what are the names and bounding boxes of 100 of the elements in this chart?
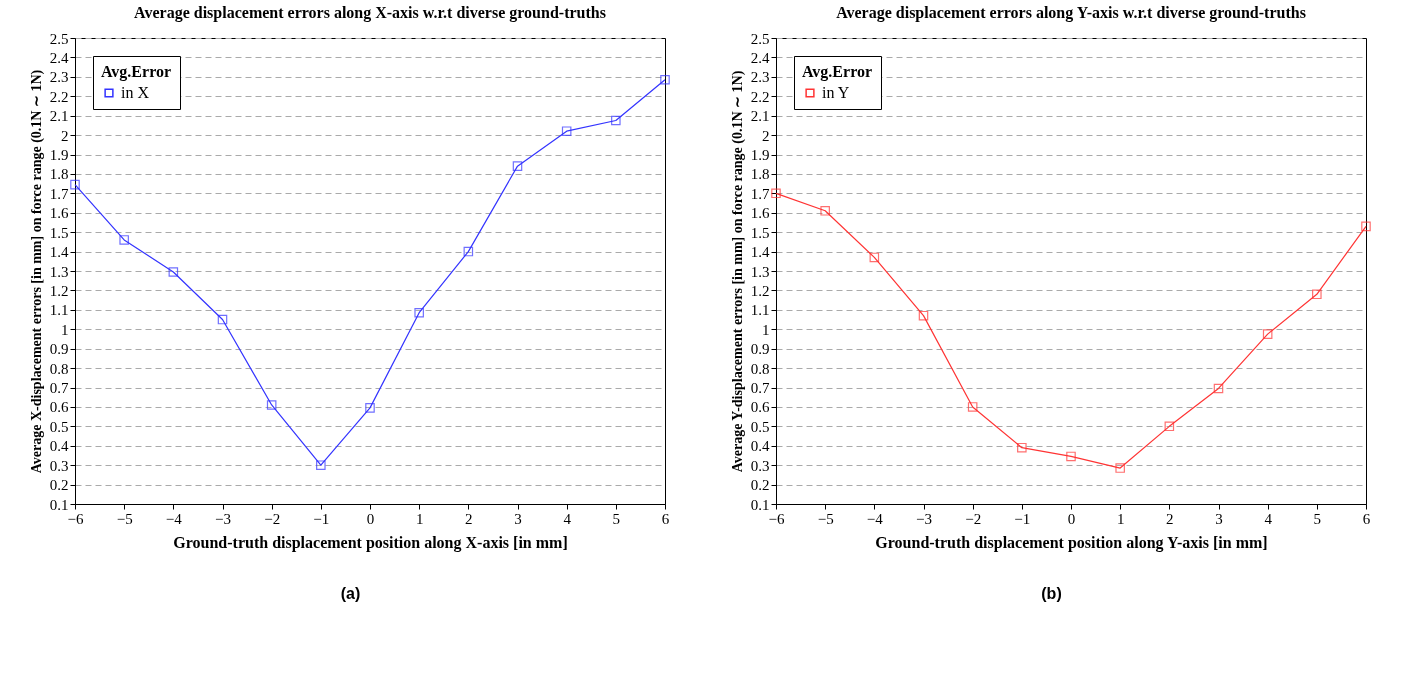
x-tick-label: −4 (866, 510, 884, 527)
y-tick-label: 2 (762, 127, 770, 144)
y-tick-label: 0.1 (49, 496, 69, 513)
y-tick-label: 2.5 (49, 30, 69, 47)
point (820, 206, 830, 216)
legend-label: in Y (822, 84, 850, 101)
point (463, 246, 474, 257)
x-axis-title: Ground-truth displacement position along Y-axis [in mm] (875, 533, 1268, 552)
y-tick-label: 0.6 (49, 399, 69, 416)
point (869, 252, 880, 263)
y-tick-label: 1.1 (750, 302, 770, 319)
y-tick-label: 1.9 (49, 147, 69, 163)
y-tick-label: 0.7 (49, 380, 69, 396)
x-tick-label: −5 (817, 510, 834, 527)
y-tick-label: 0.5 (750, 418, 770, 435)
point (1066, 451, 1076, 462)
y-tick-label: 1 (61, 321, 69, 338)
x-tick-label: 5 (1313, 510, 1322, 527)
y-tick-label: 2.2 (750, 88, 770, 105)
point (1017, 442, 1027, 453)
y-tick-label: 0.6 (750, 399, 770, 416)
point (918, 310, 929, 321)
y-tick-label: 2.3 (750, 69, 770, 86)
y-tick-label: 1.4 (750, 244, 770, 261)
point (119, 235, 129, 245)
x-tick-label: −2 (264, 510, 281, 527)
y-tick-label: 0.7 (750, 380, 770, 396)
y-tick-label: 2.1 (49, 108, 69, 125)
x-tick-label: 4 (1264, 510, 1273, 527)
x-tick-label: −3 (916, 510, 932, 527)
point (414, 307, 424, 318)
y-tick-label: 2.4 (750, 49, 770, 66)
y-tick-label: 2.4 (49, 49, 69, 66)
x-tick-label: −4 (165, 510, 183, 527)
chart-title: Average displacement errors along X-axis w.r.t diverse ground-truths (134, 4, 606, 22)
legend-label: in X (121, 84, 150, 101)
x-tick-label: 5 (612, 510, 621, 527)
point (1262, 329, 1273, 339)
y-tick-label: 0.3 (750, 457, 770, 474)
y-tick-label: 0.4 (750, 438, 770, 455)
point (771, 188, 781, 199)
y-tick-label: 1.8 (49, 166, 69, 183)
y-tick-label: 0.2 (750, 477, 770, 494)
y-tick-label: 0.5 (49, 418, 69, 435)
x-tick-label: 1 (1116, 510, 1125, 527)
x-tick-label: −6 (67, 510, 84, 527)
y-tick-label: 1.7 (49, 185, 69, 202)
x-tick-label: 0 (1067, 510, 1076, 527)
point (266, 400, 277, 410)
y-tick-label: 0.1 (750, 496, 770, 513)
x-tick-label: 6 (1362, 510, 1371, 527)
legend-title: Avg.Error (101, 63, 172, 81)
x-tick-label: 2 (1166, 510, 1174, 527)
y-tick-label: 1.7 (750, 185, 770, 202)
point (70, 179, 80, 190)
x-tick-label: 4 (563, 510, 572, 527)
y-tick-label: 1.2 (49, 282, 69, 299)
point (1312, 289, 1322, 300)
x-tick-label: −2 (965, 510, 982, 527)
point (660, 74, 670, 85)
x-tick-label: 0 (366, 510, 375, 527)
text: (b) (1041, 585, 1062, 603)
legend-title: Avg.Error (802, 63, 873, 81)
y-tick-label: 2.1 (750, 108, 770, 125)
y-tick-label: 1.6 (49, 205, 69, 222)
y-tick-label: 1.5 (49, 224, 69, 241)
y-axis-title: Average X-displacement errors [in mm] on force range (0.1N ∼ 1N) (28, 69, 45, 474)
x-tick-label: −1 (313, 510, 330, 527)
y-tick-label: 1.4 (49, 244, 69, 261)
point (1164, 421, 1175, 432)
point (217, 314, 228, 325)
point (967, 402, 978, 412)
x-tick-label: 1 (415, 510, 424, 527)
y-tick-label: 2 (61, 127, 69, 144)
x-tick-label: −1 (1014, 510, 1031, 527)
y-tick-label: 0.9 (49, 341, 69, 358)
point (561, 126, 572, 136)
y-tick-label: 0.2 (49, 477, 69, 494)
x-tick-label: 6 (661, 510, 670, 527)
x-tick-label: 2 (465, 510, 473, 527)
x-tick-label: −3 (215, 510, 231, 527)
y-tick-label: 0.8 (49, 360, 69, 377)
y-tick-label: 0.8 (750, 360, 770, 377)
y-tick-label: 0.4 (49, 438, 69, 455)
x-tick-label: 3 (514, 510, 522, 527)
text: (a) (340, 585, 361, 603)
y-tick-label: 0.3 (49, 457, 69, 474)
point (1361, 221, 1371, 232)
y-tick-label: 1.9 (750, 147, 770, 163)
point (316, 460, 326, 470)
chart-title: Average displacement errors along Y-axis w.r.t diverse ground-truths (836, 4, 1306, 22)
y-tick-label: 1.3 (49, 263, 69, 280)
point (1213, 383, 1224, 394)
x-tick-label: 3 (1215, 510, 1223, 527)
point (1115, 463, 1125, 473)
point (512, 161, 523, 171)
y-tick-label: 1.2 (750, 282, 770, 299)
y-axis-title: Average Y-displacement errors [in mm] on force range (0.1N ∼ 1N) (729, 70, 746, 473)
y-tick-label: 1.3 (750, 263, 770, 280)
y-tick-label: 1 (762, 321, 770, 338)
